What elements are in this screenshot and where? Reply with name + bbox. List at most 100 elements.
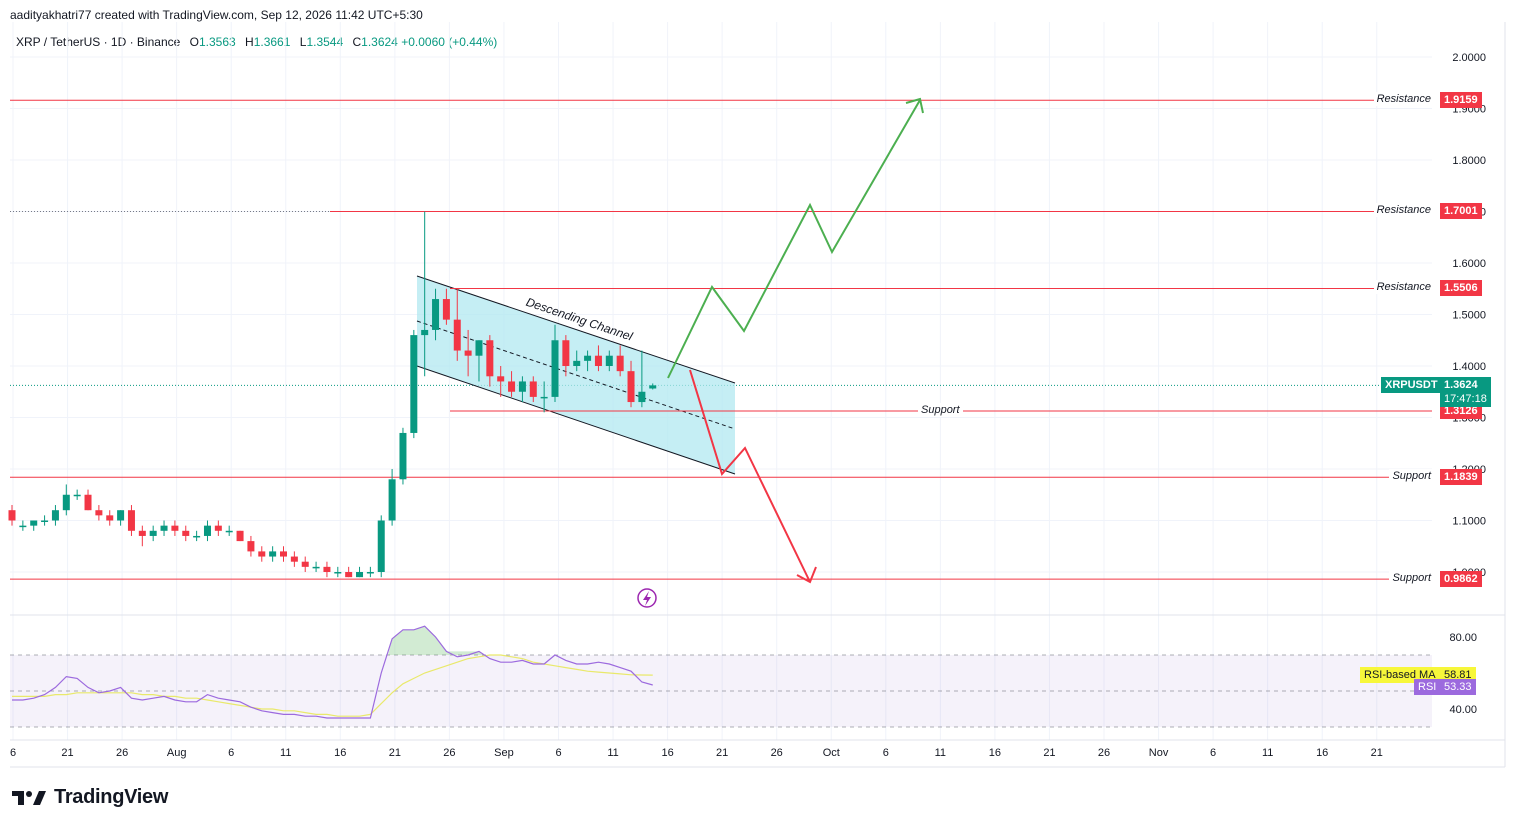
candle-body xyxy=(497,376,505,382)
candle-body xyxy=(562,340,570,366)
candle-body xyxy=(594,355,602,366)
candle-body xyxy=(442,299,450,320)
rsi-value: 53.33 xyxy=(1440,679,1476,695)
time-tick-label: 6 xyxy=(228,747,234,759)
time-tick-label: Sep xyxy=(494,747,514,759)
axes: 6 21 26 Aug 6 11 16 21 26 Sep 6 11 16 21 26 Oct 6 11 16 21 2… xyxy=(10,52,1486,759)
time-tick-label: Aug xyxy=(167,747,187,759)
tradingview-logo-text: TradingView xyxy=(54,786,169,808)
high-label: H xyxy=(245,35,254,49)
level-label: Support xyxy=(918,403,963,417)
tradingview-logo[interactable]: TradingView xyxy=(12,786,168,809)
candle-body xyxy=(51,510,59,521)
price-tick-label: 1.1000 xyxy=(1452,516,1486,528)
candle-body xyxy=(432,299,440,330)
rsi-overbought-fill xyxy=(388,626,483,655)
time-tick-label: 11 xyxy=(607,747,618,759)
bullish-projection-path xyxy=(667,99,921,379)
candle-body xyxy=(345,572,353,578)
current-price-badge: 1.3624 17:47:18 xyxy=(1440,377,1491,408)
candle-body xyxy=(247,541,255,552)
candle-body xyxy=(518,381,526,392)
rsi-ma-line xyxy=(12,654,653,717)
candle-body xyxy=(95,510,103,516)
time-tick-label: 26 xyxy=(116,747,128,759)
time-tick-label: 16 xyxy=(334,747,346,759)
candle-body xyxy=(366,572,374,574)
high-value: 1.3661 xyxy=(253,35,291,49)
rsi-tick-label: 40.00 xyxy=(1449,704,1477,716)
time-tick-label: 26 xyxy=(771,747,783,759)
flash-icon-bolt xyxy=(643,591,651,606)
level-label: Support xyxy=(1389,469,1434,484)
channel-fill xyxy=(417,276,735,474)
level-label: Resistance xyxy=(1373,203,1434,218)
candle-body xyxy=(551,340,559,397)
time-tick-label: 6 xyxy=(1210,747,1216,759)
rsi-tick-label: 80.00 xyxy=(1449,632,1477,644)
rsi-label: RSI xyxy=(1414,679,1441,695)
candle-body xyxy=(258,551,266,557)
symbol-name[interactable]: XRP / TetherUS · 1D · Binance xyxy=(16,35,181,49)
candle-body xyxy=(280,551,287,557)
time-tick-label: 6 xyxy=(555,747,561,759)
current-symbol-badge: XRPUSDT xyxy=(1381,377,1442,394)
time-tick-label: 21 xyxy=(61,747,73,759)
price-tick-label: 1.8000 xyxy=(1452,155,1486,167)
candle-body xyxy=(225,530,233,533)
candle-body xyxy=(410,335,418,433)
candle-body xyxy=(649,385,657,389)
level-price-badge: 0.9862 xyxy=(1440,571,1482,588)
candle-body xyxy=(127,510,135,531)
candle-body xyxy=(19,525,27,528)
candle-body xyxy=(312,566,320,569)
candle-body xyxy=(149,530,157,536)
time-tick-label: Oct xyxy=(823,747,840,759)
descending-channel xyxy=(416,275,736,475)
candle-body xyxy=(138,530,146,536)
level-lines xyxy=(10,99,1432,580)
projection-arrows xyxy=(667,97,924,584)
candle-body xyxy=(106,515,114,521)
candle-body xyxy=(453,319,461,351)
price-tick-label: 1.6000 xyxy=(1452,258,1486,270)
tradingview-logo-icon xyxy=(12,790,46,805)
price-tick-label: 2.0000 xyxy=(1452,52,1486,64)
channel-upper-line xyxy=(416,275,736,384)
candle-body xyxy=(62,494,70,511)
candle-body xyxy=(540,396,548,399)
open-value: 1.3563 xyxy=(198,35,236,49)
candle-body xyxy=(464,350,472,356)
level-label: Resistance xyxy=(1373,92,1434,107)
level-price-badge: 1.7001 xyxy=(1440,203,1482,220)
level-price-badge: 1.5506 xyxy=(1440,280,1482,297)
level-price-badge: 1.9159 xyxy=(1440,92,1482,109)
candle-body xyxy=(529,381,537,397)
candle-body xyxy=(203,525,211,536)
candle-body xyxy=(605,355,613,366)
price-tick-label: 1.4000 xyxy=(1452,361,1486,373)
candle-body xyxy=(171,525,179,531)
candle-body xyxy=(160,525,168,531)
candle-body xyxy=(117,510,125,521)
time-tick-label: 26 xyxy=(1098,747,1110,759)
candle-body xyxy=(638,391,646,403)
candle-body xyxy=(301,561,309,567)
time-tick-label: 16 xyxy=(1316,747,1328,759)
bearish-projection-path xyxy=(689,369,811,583)
time-tick-label: 16 xyxy=(989,747,1001,759)
low-value: 1.3544 xyxy=(306,35,344,49)
candle-body xyxy=(290,556,298,562)
price-tick-label: 1.5000 xyxy=(1452,310,1486,322)
rsi-line xyxy=(12,625,653,719)
channel-lower-line xyxy=(416,365,736,475)
candle-body xyxy=(356,572,364,578)
candle-body xyxy=(508,381,516,392)
current-price-value: 1.3624 xyxy=(1444,379,1478,392)
close-label: C xyxy=(352,35,362,49)
candle-body xyxy=(323,566,331,572)
candle-body xyxy=(399,432,407,480)
candle-body xyxy=(30,520,38,526)
time-tick-label: 11 xyxy=(935,747,946,759)
